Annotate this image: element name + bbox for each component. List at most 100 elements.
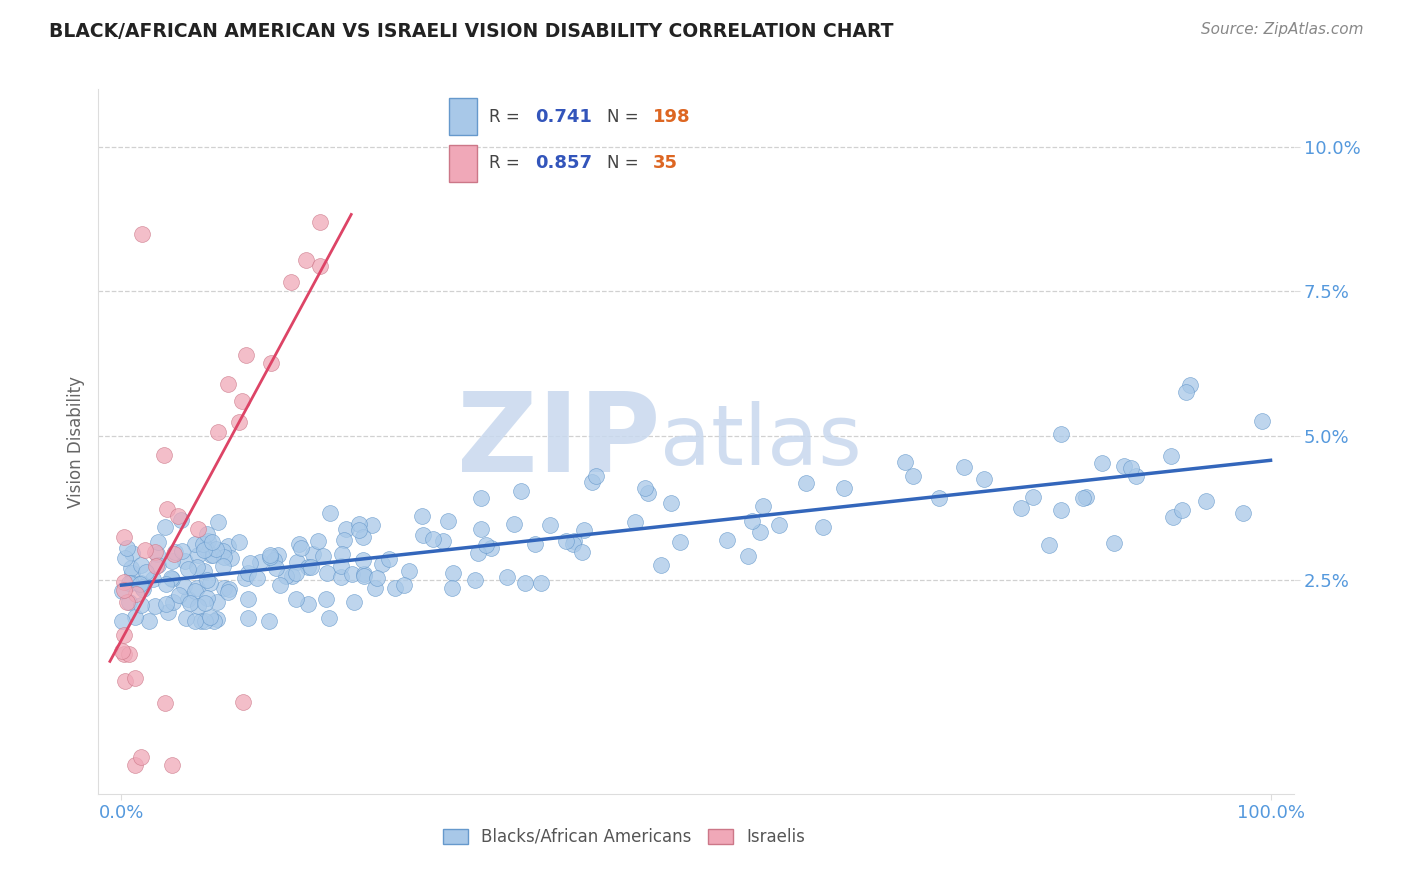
Point [318, 611, 340, 625]
Point [124, 610, 146, 624]
Point [131, 580, 153, 594]
Point [467, 546, 489, 560]
Point [1104, 535, 1126, 549]
Point [295, 252, 318, 267]
Point [834, 481, 856, 495]
Point [112, 647, 135, 661]
Point [148, 558, 170, 572]
Point [1074, 490, 1097, 504]
Point [184, 583, 207, 598]
Text: BLACK/AFRICAN AMERICAN VS ISRAELI VISION DISABILITY CORRELATION CHART: BLACK/AFRICAN AMERICAN VS ISRAELI VISION… [49, 22, 894, 41]
Point [464, 574, 486, 588]
Point [115, 595, 138, 609]
Point [198, 575, 221, 590]
Point [195, 542, 218, 557]
Point [259, 549, 281, 564]
Point [236, 592, 259, 607]
Point [112, 628, 135, 642]
Point [228, 534, 250, 549]
Point [752, 499, 775, 513]
Point [219, 550, 242, 565]
Point [172, 544, 194, 558]
Point [193, 564, 215, 578]
Point [194, 596, 217, 610]
Point [212, 550, 235, 565]
Point [228, 416, 250, 430]
Point [142, 572, 165, 586]
Point [347, 523, 370, 537]
Point [335, 522, 357, 536]
Point [118, 576, 141, 591]
FancyBboxPatch shape [449, 145, 478, 181]
Y-axis label: Vision Disability: Vision Disability [66, 376, 84, 508]
Point [479, 541, 502, 555]
Point [361, 518, 384, 533]
Point [973, 472, 995, 486]
Point [204, 542, 226, 557]
Point [143, 599, 166, 613]
Point [953, 460, 976, 475]
Point [187, 522, 209, 536]
Point [1038, 538, 1060, 552]
Point [145, 559, 167, 574]
Point [174, 611, 197, 625]
Point [233, 571, 256, 585]
Text: 0.741: 0.741 [536, 108, 592, 126]
Point [160, 758, 183, 772]
Point [110, 583, 132, 598]
Point [437, 514, 460, 528]
Point [585, 469, 607, 483]
Point [319, 507, 342, 521]
Point [259, 548, 281, 562]
Point [650, 558, 672, 572]
Point [239, 556, 262, 570]
Point [146, 547, 169, 561]
Point [146, 534, 169, 549]
Point [668, 534, 690, 549]
Point [741, 514, 763, 528]
Point [352, 553, 374, 567]
Point [523, 537, 546, 551]
Point [370, 557, 392, 571]
Point [285, 555, 308, 569]
Point [384, 581, 406, 595]
Point [195, 591, 218, 605]
Point [246, 571, 269, 585]
Point [540, 517, 562, 532]
Point [796, 476, 818, 491]
Point [207, 515, 229, 529]
Point [1125, 469, 1147, 483]
Point [129, 576, 152, 591]
Point [187, 599, 209, 614]
Text: N =: N = [607, 154, 644, 172]
Point [441, 566, 464, 580]
Point [163, 547, 186, 561]
Point [204, 614, 226, 628]
Point [177, 562, 200, 576]
Point [155, 598, 177, 612]
Point [186, 581, 208, 595]
Point [332, 533, 354, 547]
Point [231, 393, 253, 408]
Point [510, 484, 533, 499]
Point [347, 516, 370, 531]
Point [197, 534, 219, 549]
Point [129, 577, 152, 591]
Text: N =: N = [607, 108, 644, 126]
Point [120, 561, 142, 575]
Text: 0.857: 0.857 [536, 154, 592, 172]
Text: Source: ZipAtlas.com: Source: ZipAtlas.com [1201, 22, 1364, 37]
Text: atlas: atlas [661, 401, 862, 482]
Point [207, 425, 229, 439]
Point [343, 595, 366, 609]
Point [124, 758, 146, 772]
Point [894, 455, 917, 469]
Point [1010, 501, 1032, 516]
Point [120, 576, 142, 591]
Point [138, 614, 160, 628]
Point [1161, 510, 1184, 524]
Point [153, 520, 176, 534]
Point [114, 583, 136, 598]
Point [157, 605, 180, 619]
Point [184, 537, 207, 551]
